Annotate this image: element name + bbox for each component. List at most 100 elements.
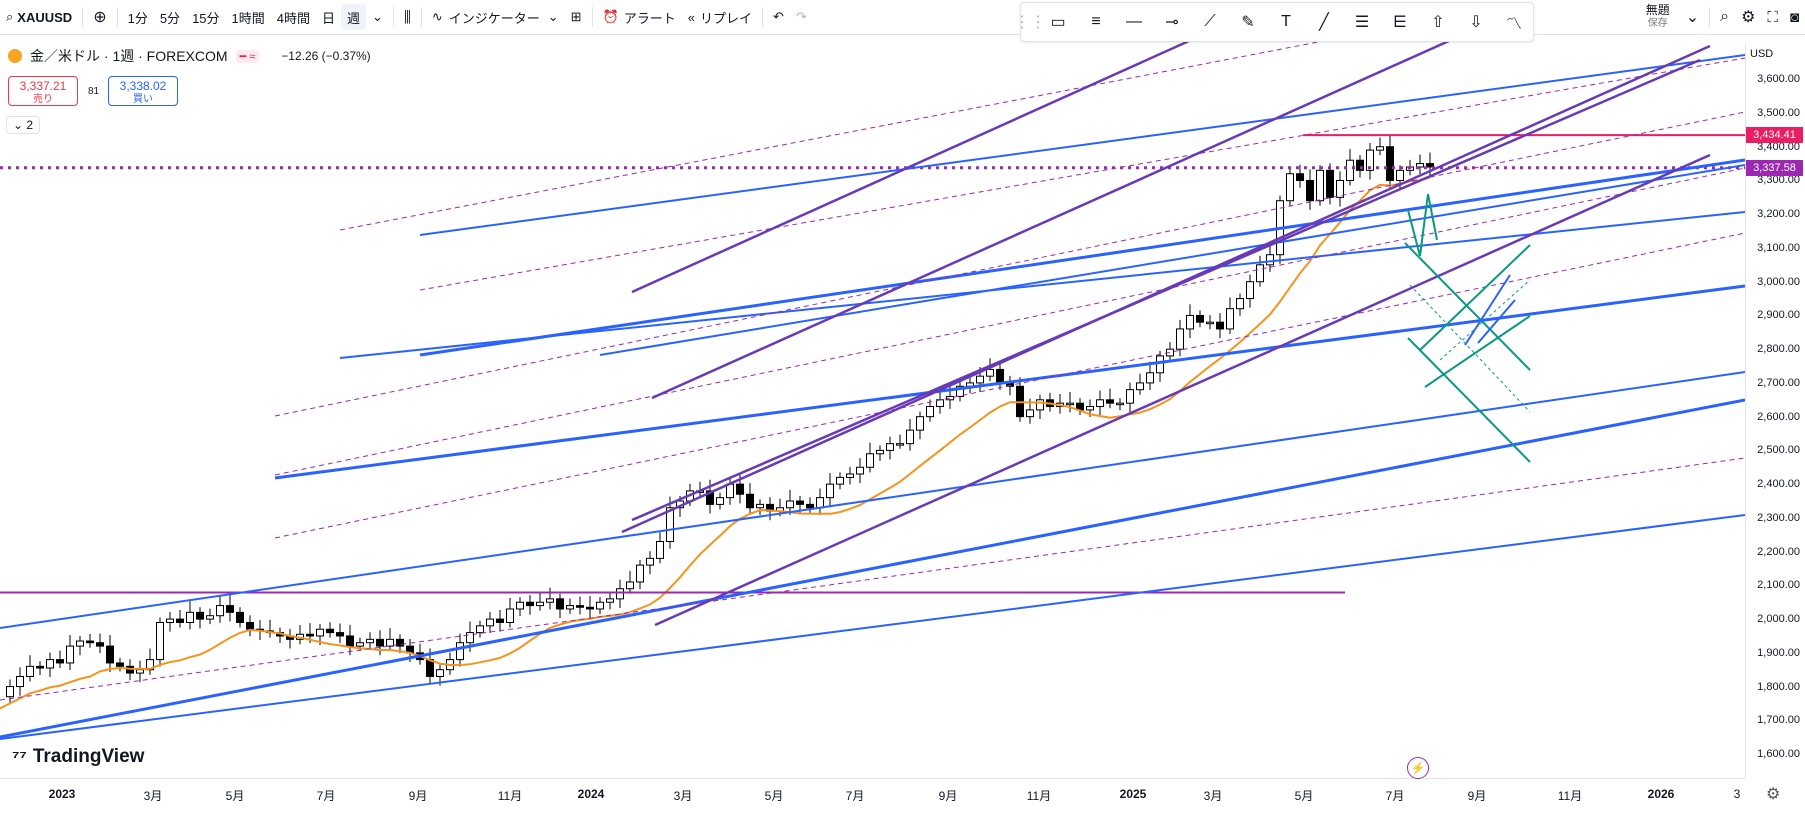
candle-body [826,483,834,499]
blue-trend-line [599,164,1745,356]
drag-handle-icon[interactable]: ⋮⋮ [1014,14,1046,31]
brush-tool-icon[interactable]: ✎ [1241,14,1255,31]
interval-dropdown[interactable]: ⌄ [366,0,389,34]
rectangle-tool-icon[interactable]: ▭ [1050,14,1066,31]
candle-body [656,540,664,559]
blue-trend-line [0,398,1745,739]
candle-body [756,503,764,509]
horizontal-ray-tool-icon[interactable]: ⊸ [1165,14,1179,31]
forecast-tool-icon[interactable]: 〽 [1505,16,1522,33]
layout-name-button[interactable]: 無題 保存 [1636,0,1680,34]
arrow-down-tool-icon[interactable]: ⇩ [1469,14,1483,31]
sell-button[interactable]: 3,337.21 売り [8,76,78,106]
interval-1w[interactable]: 週 [341,4,367,30]
interval-1m[interactable]: 1分 [127,10,148,26]
price-axis-label: 1,800.00 [1757,680,1800,693]
candle-body [116,662,124,667]
candle-body [1376,146,1384,151]
legend-collapse-button[interactable]: ⌄ 2 [6,116,41,134]
indicators-button[interactable]: ∿ インジケーター ⌄ [426,0,565,34]
time-axis-label: 11月 [1026,789,1052,803]
layout-name: 無題 [1645,3,1670,17]
interval-5m[interactable]: 5分 [159,10,181,26]
text-tool-icon[interactable]: T [1281,13,1291,30]
lightning-icon[interactable]: ⚡ [1407,757,1429,779]
price-chart[interactable] [0,0,1745,778]
axis-settings-button[interactable]: ⚙ [1766,784,1780,804]
candle-body [1036,399,1044,411]
candle-body [786,500,794,509]
candle-body [1146,372,1154,384]
currency-label[interactable]: USD [1750,48,1774,60]
sell-label: 売り [33,94,53,105]
candle-body [856,466,864,475]
candle-body [836,476,844,485]
alert-button[interactable]: ⏰ アラート [597,0,682,34]
layout-menu-button[interactable]: ⌄ [1680,0,1705,34]
candle-body [1346,159,1354,181]
tradingview-logo[interactable]: ⁷⁷ TradingView [12,746,144,768]
layouts-button[interactable]: ⊞ [565,0,588,34]
legend-status-badge[interactable]: ━ ≈ [235,49,260,63]
chevron-down-icon: ⌄ [547,9,559,24]
snapshot-button[interactable]: ◙ [1784,0,1805,34]
fib-tool-icon[interactable]: ☰ [1354,14,1370,31]
candle-body [956,385,964,397]
chevron-down-icon: ⌄ [1685,9,1700,26]
green-forecast-line [1419,193,1429,257]
horizontal-line-tool-icon[interactable]: — [1126,13,1142,30]
chevron-down-icon: ⌄ [372,9,383,24]
time-axis-label: 2023 [48,787,76,801]
fullscreen-button[interactable]: ⛶ [1761,0,1784,34]
interval-4h[interactable]: 4時間 [276,10,310,26]
moving-average-line [0,176,1431,710]
price-axis[interactable]: 3,600.00 3,500.00 3,400.00 3,300.00 3,200.00… [1745,44,1805,778]
settings-button[interactable]: ⚙ [1735,0,1761,34]
quick-search-button[interactable]: ⌕ [1714,0,1735,34]
symbol-search[interactable]: ⌕ XAUUSD [0,0,78,34]
candle-body [736,483,744,495]
replay-button[interactable]: « リプレイ [682,0,758,34]
parallel-channel-tool-icon[interactable]: ≡ [1091,13,1101,30]
legend-change: −12.26 (−0.37%) [281,49,371,63]
time-axis-label: 5月 [225,789,245,803]
buy-button[interactable]: 3,338.02 買い [108,76,178,106]
price-axis-label: 3,300.00 [1757,174,1800,187]
price-axis-label: 3,000.00 [1757,275,1800,288]
candle-body [816,497,824,509]
interval-1h[interactable]: 1時間 [231,10,265,26]
legend-title[interactable]: 金／米ドル · 1週 · FOREXCOM [30,48,228,64]
camera-icon: ◙ [1789,8,1799,26]
redo-button[interactable]: ↷ [790,0,813,34]
arrow-up-tool-icon[interactable]: ⇧ [1431,14,1445,31]
interval-15m[interactable]: 15分 [192,10,220,26]
candle-body [316,628,324,637]
candle-body [1156,355,1164,374]
buy-price: 3,338.02 [119,79,167,93]
trend-line-tool-icon[interactable]: ╱ [1319,14,1329,31]
time-axis-label: 3 [1733,787,1741,801]
search-icon: ⌕ [6,9,14,24]
time-axis[interactable]: 2023 3月 5月 7月 9月 11月 2024 3月 5月 7月 9月 11月 2025 3月 5月 7月… [0,778,1745,813]
add-symbol-button[interactable]: ⊕ [87,0,112,34]
divider [762,7,764,27]
undo-button[interactable]: ↶ [767,0,790,34]
chart-type-button[interactable]: ⫼ [398,0,417,34]
candle-body [496,618,504,623]
candle-body [796,500,804,505]
range-tool-icon[interactable]: ⋿ [1393,14,1407,31]
candle-body [206,615,214,620]
candle-body [946,395,954,401]
candle-body [906,429,914,445]
candle-body [186,611,194,623]
candle-body [566,605,574,610]
time-axis-label: 9月 [1467,789,1487,803]
path-tool-icon[interactable]: ⟋ [1204,13,1216,30]
candle-body [1116,402,1124,406]
time-axis-label: 3月 [1203,789,1223,803]
interval-1d[interactable]: 日 [322,10,336,26]
candle-body [1336,179,1344,198]
chevron-down-icon: ⌄ [13,118,24,132]
candle-body [1426,163,1434,168]
candle-body [1026,409,1034,418]
